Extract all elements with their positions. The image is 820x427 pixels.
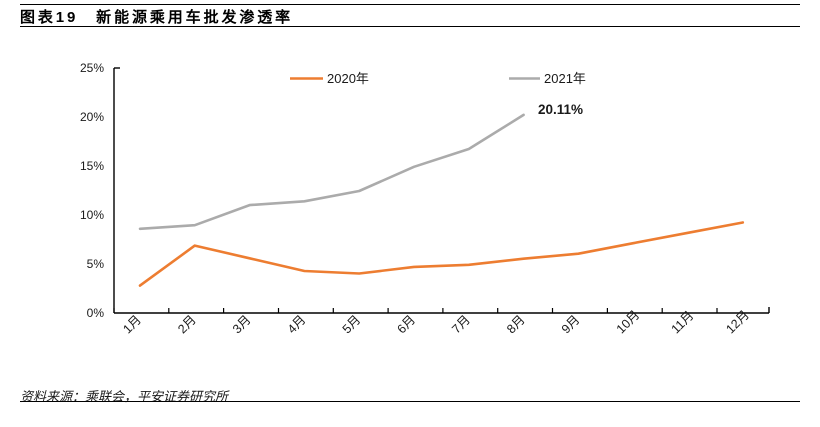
svg-text:15%: 15% xyxy=(80,159,104,173)
svg-text:5月: 5月 xyxy=(340,313,364,337)
svg-text:0%: 0% xyxy=(87,306,105,320)
svg-text:2021年: 2021年 xyxy=(544,71,586,86)
svg-text:9月: 9月 xyxy=(559,313,583,337)
svg-text:4月: 4月 xyxy=(285,313,309,337)
svg-text:20%: 20% xyxy=(80,110,104,124)
svg-text:20.11%: 20.11% xyxy=(538,102,583,117)
svg-text:5%: 5% xyxy=(87,257,105,271)
svg-text:10月: 10月 xyxy=(614,308,643,337)
svg-text:6月: 6月 xyxy=(394,313,418,337)
svg-text:3月: 3月 xyxy=(230,313,254,337)
svg-text:12月: 12月 xyxy=(723,308,752,337)
svg-text:8月: 8月 xyxy=(504,313,528,337)
svg-text:25%: 25% xyxy=(80,61,104,75)
svg-text:7月: 7月 xyxy=(449,313,473,337)
svg-text:1月: 1月 xyxy=(120,313,144,337)
svg-text:2020年: 2020年 xyxy=(327,71,369,86)
svg-text:2月: 2月 xyxy=(175,313,199,337)
svg-text:10%: 10% xyxy=(80,208,104,222)
